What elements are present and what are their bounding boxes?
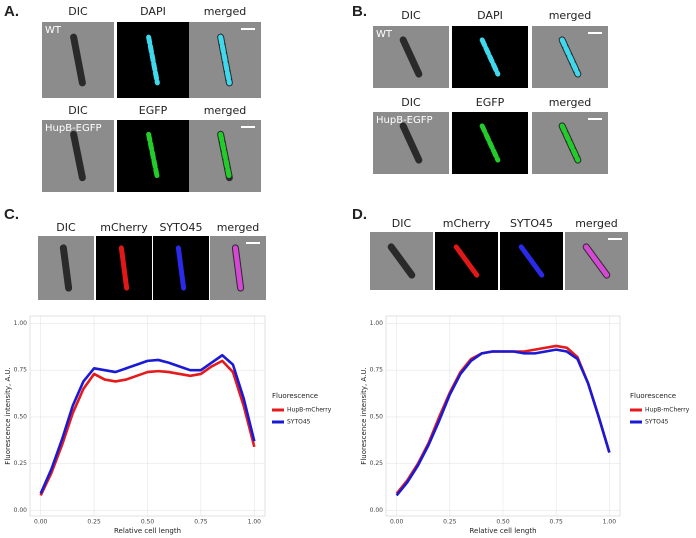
- channel-label: DAPI: [140, 5, 166, 18]
- x-tick-label: 0.50: [141, 519, 155, 526]
- x-tick-label: 1.00: [603, 519, 617, 526]
- x-tick-label: 0.00: [390, 519, 404, 526]
- x-tick-label: 0.00: [34, 519, 48, 526]
- channel-label: merged: [575, 217, 618, 230]
- panel-label: C.: [4, 206, 19, 223]
- legend-label: HupB-mCherry: [645, 407, 690, 414]
- cell: [146, 34, 160, 86]
- cell: [559, 37, 581, 77]
- y-tick-label: 0.75: [14, 367, 28, 374]
- cell: [118, 245, 130, 291]
- panel-label: A.: [4, 3, 19, 20]
- y-tick-label: 1.00: [14, 320, 28, 327]
- cell: [232, 245, 244, 291]
- y-tick-label: 0.00: [14, 507, 28, 514]
- cell: [453, 244, 480, 278]
- channel-label: SYTO45: [510, 217, 553, 230]
- channel-label: DIC: [392, 217, 412, 230]
- x-tick-label: 0.75: [550, 519, 564, 526]
- x-tick-label: 1.00: [248, 519, 262, 526]
- x-tick-label: 0.75: [194, 519, 208, 526]
- y-tick-label: 0.75: [370, 367, 384, 374]
- channel-label: merged: [217, 221, 260, 234]
- channel-label: merged: [549, 96, 592, 109]
- strain-label: HupB-EGFP: [376, 115, 433, 126]
- channel-label: EGFP: [476, 96, 505, 109]
- y-axis-title: Fluorescence intensity, A.U.: [360, 367, 368, 464]
- cell: [70, 130, 86, 182]
- cell: [218, 34, 232, 86]
- cell: [399, 122, 423, 164]
- cell: [479, 37, 501, 77]
- y-tick-label: 0.50: [370, 413, 384, 420]
- legend-title: Fluorescence: [630, 392, 676, 400]
- y-axis-title: Fluorescence intensity, A.U.: [4, 367, 12, 464]
- channel-label: DIC: [401, 96, 421, 109]
- y-tick-label: 0.00: [370, 507, 384, 514]
- legend-label: SYTO45: [287, 419, 311, 426]
- channel-label: DIC: [56, 221, 76, 234]
- cell: [518, 244, 545, 278]
- cell: [175, 245, 187, 291]
- cell: [583, 244, 610, 278]
- cell: [59, 244, 73, 292]
- channel-label: mCherry: [100, 221, 148, 234]
- channel-label: DIC: [68, 104, 88, 117]
- cell: [146, 131, 160, 181]
- channel-label: EGFP: [139, 104, 168, 117]
- strain-label: WT: [376, 29, 393, 40]
- strain-label: HupB-EGFP: [45, 123, 102, 134]
- x-axis-title: Relative cell length: [469, 527, 536, 535]
- cell: [218, 131, 232, 181]
- cell: [70, 33, 86, 87]
- y-tick-label: 0.25: [370, 460, 384, 467]
- channel-label: DIC: [401, 9, 421, 22]
- line-series: [39, 353, 256, 495]
- cell: [559, 123, 581, 163]
- line-series: [395, 348, 611, 497]
- channel-label: SYTO45: [159, 221, 202, 234]
- x-tick-label: 0.25: [443, 519, 457, 526]
- channel-label: DIC: [68, 5, 88, 18]
- y-tick-label: 0.50: [14, 413, 28, 420]
- strain-label: WT: [45, 25, 62, 36]
- legend-title: Fluorescence: [272, 392, 318, 400]
- channel-label: merged: [204, 5, 247, 18]
- channel-label: DAPI: [477, 9, 503, 22]
- panel-label: D.: [352, 206, 367, 223]
- cell: [387, 243, 416, 279]
- y-tick-label: 1.00: [370, 320, 384, 327]
- legend-label: SYTO45: [645, 419, 669, 426]
- line-series: [39, 359, 256, 496]
- y-tick-label: 0.25: [14, 460, 28, 467]
- panel-label: B.: [352, 3, 367, 20]
- legend-label: HupB-mCherry: [287, 407, 332, 414]
- x-tick-label: 0.25: [87, 519, 101, 526]
- channel-label: mCherry: [443, 217, 491, 230]
- cell: [479, 123, 501, 163]
- x-tick-label: 0.50: [496, 519, 510, 526]
- channel-label: merged: [204, 104, 247, 117]
- cell: [399, 36, 423, 78]
- channel-label: merged: [549, 9, 592, 22]
- x-axis-title: Relative cell length: [114, 527, 181, 535]
